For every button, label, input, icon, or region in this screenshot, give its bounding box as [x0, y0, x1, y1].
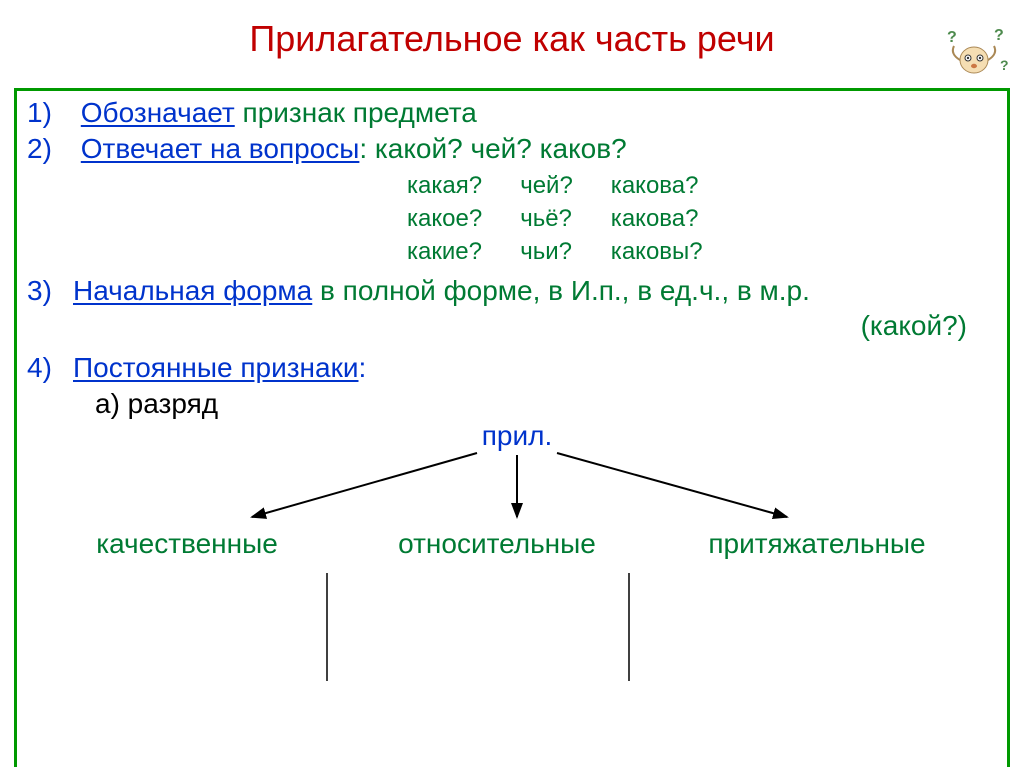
item-3-rest: в полной форме, в И.п., в ед.ч., в м.р. [312, 275, 810, 306]
cell-r2c3: какова? [593, 203, 721, 234]
svg-text:?: ? [1000, 57, 1008, 73]
item-2-rest: : какой? чей? каков? [359, 133, 626, 164]
item-1-term: Обозначает [81, 97, 235, 128]
item-3-number: 3) [27, 273, 73, 309]
cell-r2c1: какое? [389, 203, 500, 234]
item-4-number: 4) [27, 350, 73, 386]
diagram-leaf-2: относительные [398, 528, 596, 559]
item-1-number: 1) [27, 95, 73, 131]
item-1-rest: признак предмета [235, 97, 477, 128]
arrow-right [557, 453, 787, 517]
item-2-term: Отвечает на вопросы [81, 133, 360, 164]
diagram-root-label: прил. [482, 423, 553, 451]
cell-r1c2: чей? [502, 170, 591, 201]
diagram-leaf-3: притяжательные [708, 528, 925, 559]
arrow-left [252, 453, 477, 517]
question-words-table: какая? чей? какова? какое? чьё? какова? … [387, 168, 723, 270]
cell-r1c3: какова? [593, 170, 721, 201]
slide-page: Прилагательное как часть речи ? ? ? 1) О… [0, 18, 1024, 767]
item-4-term: Постоянные признаки [73, 352, 358, 383]
item-4a: а) разряд [95, 386, 997, 422]
diagram-leaf-1: качественные [96, 528, 278, 559]
item-1: 1) Обозначает признак предмета [27, 95, 997, 131]
cell-r3c1: какие? [389, 236, 500, 267]
cell-r1c1: какая? [389, 170, 500, 201]
table-row: какие? чьи? каковы? [389, 236, 721, 267]
table-row: какое? чьё? какова? [389, 203, 721, 234]
content-box: 1) Обозначает признак предмета 2) Отвеча… [14, 88, 1010, 767]
item-4-colon: : [358, 352, 366, 383]
adjective-types-diagram: прил. качественные относительные притяжа… [27, 423, 997, 703]
cell-r3c2: чьи? [502, 236, 591, 267]
item-3-paren: (какой?) [861, 310, 967, 342]
slide-title: Прилагательное как часть речи [0, 18, 1024, 60]
item-2-number: 2) [27, 131, 73, 167]
decoration-question-character: ? ? ? [940, 26, 1008, 86]
cell-r3c3: каковы? [593, 236, 721, 267]
cell-r2c2: чьё? [502, 203, 591, 234]
diagram-svg: прил. качественные относительные притяжа… [27, 423, 997, 703]
item-3: 3)Начальная форма в полной форме, в И.п.… [27, 273, 997, 309]
item-3-term: Начальная форма [73, 275, 312, 306]
table-row: какая? чей? какова? [389, 170, 721, 201]
item-2: 2) Отвечает на вопросы: какой? чей? како… [27, 131, 997, 167]
svg-text:?: ? [994, 27, 1004, 44]
svg-text:?: ? [947, 29, 957, 46]
item-4: 4)Постоянные признаки: [27, 350, 997, 386]
